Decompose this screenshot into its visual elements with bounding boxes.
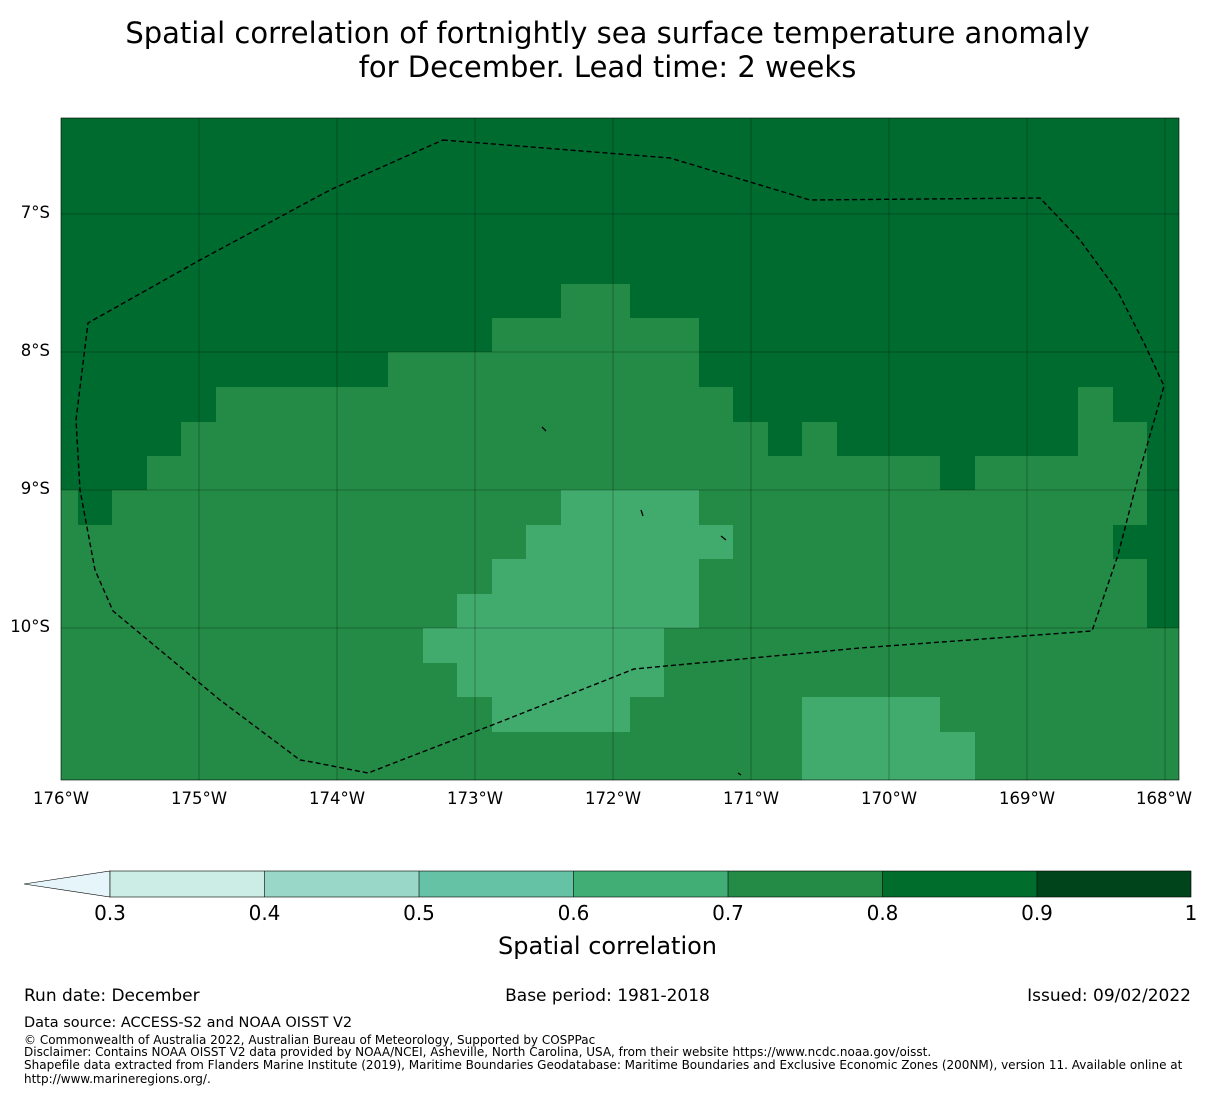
chart-title-line-1: Spatial correlation of fortnightly sea s… [125,16,1090,50]
colorbar-label: Spatial correlation [497,932,718,960]
lon-label-168w: 168°W [1135,789,1193,808]
copyright-notice: © Commonwealth of Australia 2022, Austra… [24,1033,596,1047]
shapefile-credit: Shapefile data extracted from Flanders M… [24,1058,1183,1086]
issued-date: Issued: 09/02/2022 [1027,986,1191,1006]
correlation-region-0.6-0.7-central [423,490,733,732]
correlation-map [60,117,1180,781]
lat-label-8s: 8°S [20,341,50,360]
data-source: Data source: ACCESS-S2 and NOAA OISST V2 [24,1015,353,1031]
island-markers [541,426,742,776]
map-frame [60,117,1180,781]
lat-label-10s: 10°S [10,617,50,636]
lon-label-170w: 170°W [860,789,918,808]
correlation-region-0.6-0.7-south [802,697,975,780]
disclaimer: Disclaimer: Contains NOAA OISST V2 data … [24,1045,932,1059]
island-marker [720,535,727,541]
lon-label-175w: 175°W [170,789,228,808]
colorbar-tick-0.8: 0.8 [866,901,899,925]
colorbar-tick-1: 1 [1184,901,1198,925]
colorbar-segment-0.3-0.4 [110,871,265,897]
island-marker [640,509,644,517]
colorbar-segment-0.7-0.8 [728,871,883,897]
chart-title-line-2: for December. Lead time: 2 weeks [358,50,857,84]
lon-label-172w: 172°W [584,789,642,808]
lon-label-176w: 176°W [32,789,90,808]
colorbar-segment-0.9-1 [1037,871,1191,897]
colorbar-tick-0.7: 0.7 [712,901,744,925]
island-marker [541,426,547,432]
colorbar-frame [109,870,1192,898]
colorbar-tick-0.5: 0.5 [403,901,435,925]
map-gridlines [61,118,1179,780]
colorbar-tick-0.6: 0.6 [557,901,590,925]
eez-boundary [75,139,1165,774]
colorbar-segment-0.5-0.6 [419,871,574,897]
island-marker [737,772,742,776]
colorbar-tick-0.3: 0.3 [94,901,126,925]
lon-label-171w: 171°W [722,789,780,808]
lat-label-9s: 9°S [20,479,50,498]
base-period: Base period: 1981-2018 [505,986,710,1006]
colorbar [23,870,1192,898]
colorbar-segment-0.6-0.7 [573,871,728,897]
lon-label-169w: 169°W [998,789,1056,808]
colorbar-extend-arrow [23,870,111,898]
lat-label-7s: 7°S [20,203,50,222]
colorbar-segment-0.8-0.9 [882,871,1037,897]
lon-label-174w: 174°W [308,789,366,808]
colorbar-segment-0.4-0.5 [264,871,419,897]
colorbar-tick-0.9: 0.9 [1021,901,1053,925]
run-date: Run date: December [24,986,200,1006]
colorbar-tick-0.4: 0.4 [248,901,281,925]
lon-label-173w: 173°W [446,789,504,808]
